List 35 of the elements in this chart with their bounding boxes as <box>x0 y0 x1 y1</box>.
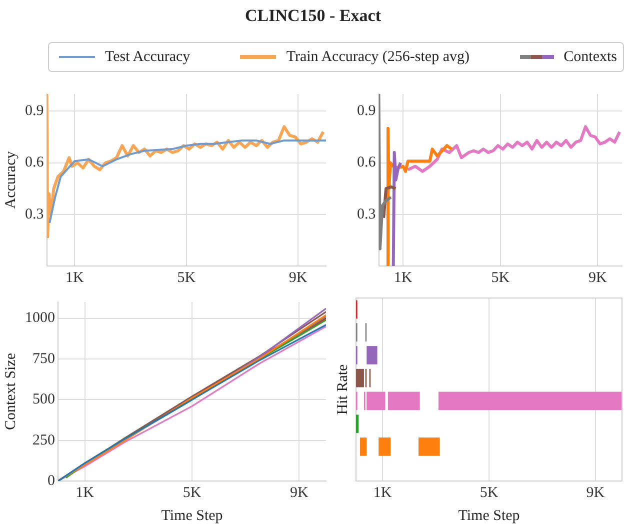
x-tick-label: 1K <box>66 270 84 286</box>
y-tick-label: 0.3 <box>357 206 376 222</box>
y-tick-label: 250 <box>32 432 55 448</box>
x-tick-label: 9K <box>586 484 605 501</box>
legend-label: Test Accuracy <box>105 48 190 66</box>
x-tick-label: 5K <box>177 270 196 286</box>
y-tick-label: 0.3 <box>25 206 44 222</box>
x-tick-label: 1K <box>373 484 392 501</box>
y-axis-title: Hit Rate <box>334 364 351 415</box>
x-tick-label: 9K <box>290 484 309 501</box>
x-tick-label: 9K <box>288 270 308 286</box>
y-axis-title: Context Size <box>2 352 19 430</box>
x-tick-label: 1K <box>394 270 412 286</box>
x-tick-label: 5K <box>480 484 498 501</box>
bar <box>388 392 420 410</box>
y-axis-title: Accuracy <box>2 150 19 209</box>
x-axis-title: Time Step <box>161 508 223 524</box>
y-tick-label: 1000 <box>25 310 55 326</box>
legend-label: Train Accuracy (256-step avg) <box>286 48 470 66</box>
y-tick-label: 0.6 <box>357 154 376 171</box>
x-axis-title: Time Step <box>458 508 520 524</box>
text: Contexts <box>564 48 617 66</box>
x-tick-label: 9K <box>588 270 608 286</box>
y-tick-label: 0 <box>48 472 55 489</box>
y-tick-label: 0.9 <box>25 103 44 120</box>
bar <box>356 414 359 433</box>
chart-title: CLINC150 - Exact <box>244 6 382 26</box>
y-tick-label: 0.9 <box>357 103 376 120</box>
x-tick-label: 1K <box>76 484 94 501</box>
bar <box>438 392 622 410</box>
y-tick-label: 500 <box>32 392 55 408</box>
x-tick-label: 5K <box>182 484 202 501</box>
y-tick-label: 750 <box>32 350 55 367</box>
y-tick-label: 0.6 <box>25 154 44 171</box>
x-tick-label: 5K <box>491 270 510 286</box>
